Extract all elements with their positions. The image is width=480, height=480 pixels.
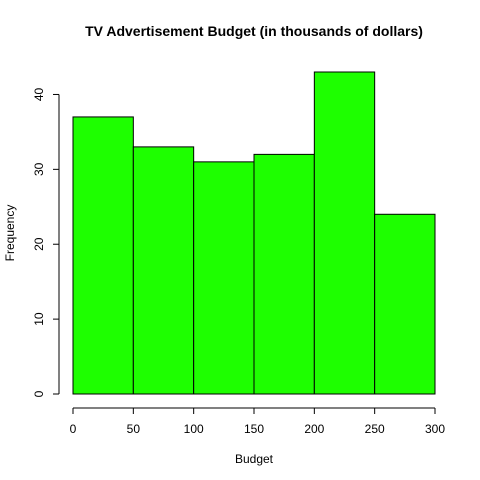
chart-title: TV Advertisement Budget (in thousands of… (85, 23, 423, 39)
histogram-bar-3 (253, 153, 315, 395)
x-tick-label: 100 (184, 422, 204, 436)
y-tick-label: 30 (32, 162, 46, 176)
x-tick-label: 300 (425, 422, 445, 436)
x-tick-label: 250 (365, 422, 385, 436)
histogram-bar-1 (132, 146, 195, 395)
y-tick-label: 0 (32, 390, 46, 397)
y-tick-label: 40 (32, 87, 46, 101)
x-tick-label: 50 (127, 422, 141, 436)
x-tick-label: 200 (304, 422, 324, 436)
histogram-bar-2 (193, 161, 255, 395)
y-axis: 0 10 20 30 40 (32, 87, 60, 397)
histogram-bar-0 (72, 116, 134, 395)
y-axis-label: Frequency (3, 205, 17, 262)
y-tick-label: 20 (32, 237, 46, 251)
bars-group (72, 71, 436, 395)
x-tick-label: 150 (244, 422, 264, 436)
histogram-bar-4 (313, 71, 376, 395)
x-tick-label: 0 (70, 422, 77, 436)
x-axis-label: Budget (235, 452, 274, 466)
x-axis: 0 50 100 150 200 250 300 (70, 407, 445, 436)
y-tick-label: 10 (32, 312, 46, 326)
histogram-bar-5 (374, 213, 436, 395)
